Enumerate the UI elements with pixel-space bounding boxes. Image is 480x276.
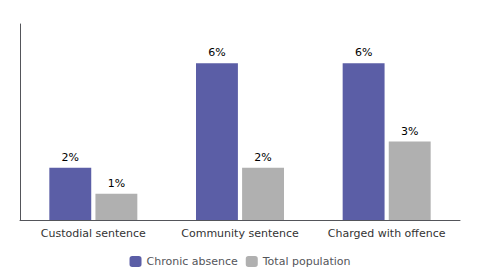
svg-text:Total population: Total population [262, 255, 351, 268]
svg-text:2%: 2% [62, 151, 79, 164]
svg-text:Charged with offence: Charged with offence [328, 227, 446, 240]
svg-text:6%: 6% [208, 46, 225, 59]
svg-text:Custodial sentence: Custodial sentence [41, 227, 146, 240]
svg-text:3%: 3% [401, 125, 418, 138]
svg-text:Community sentence: Community sentence [181, 227, 299, 240]
svg-text:2%: 2% [254, 151, 271, 164]
svg-text:6%: 6% [355, 46, 372, 59]
svg-text:1%: 1% [108, 177, 125, 190]
svg-text:Chronic absence: Chronic absence [147, 255, 238, 268]
